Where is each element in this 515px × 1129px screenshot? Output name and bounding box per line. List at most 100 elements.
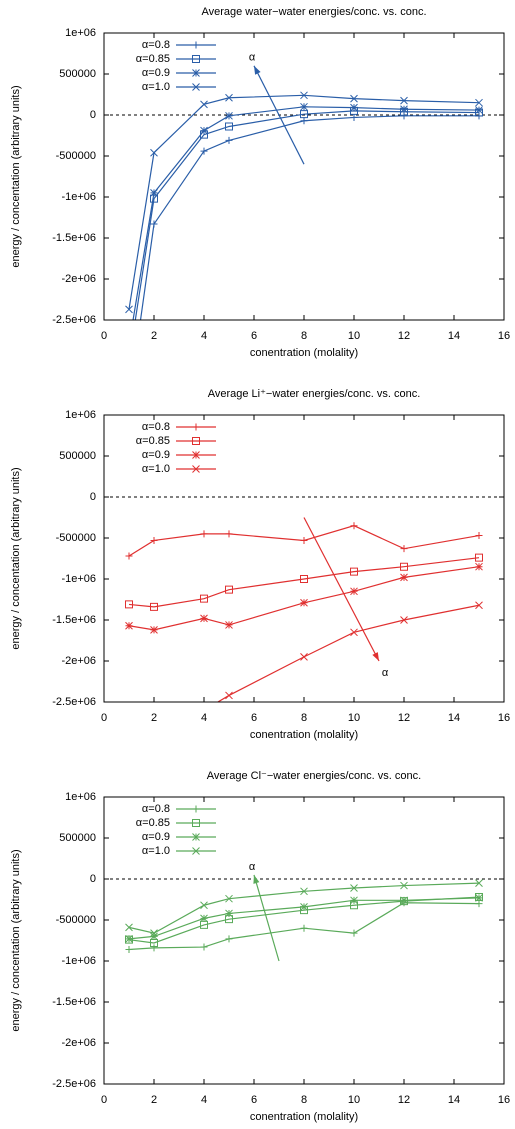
series-line — [128, 897, 480, 940]
data-point — [150, 189, 158, 197]
data-point — [126, 399, 133, 406]
y-tick-label: 0 — [90, 109, 96, 121]
panel: Average Cl⁻−water energies/conc. vs. con… — [10, 770, 510, 1123]
x-tick-label: 6 — [251, 330, 257, 342]
data-point — [125, 923, 133, 932]
annotation-label: α — [382, 667, 389, 679]
series-line — [128, 902, 480, 951]
arrow-head — [372, 652, 379, 661]
data-point — [350, 94, 358, 103]
y-tick-label: -2e+06 — [61, 273, 96, 285]
series-line — [128, 557, 480, 608]
data-point — [400, 896, 408, 905]
x-axis-label: conentration (molality) — [250, 1111, 358, 1123]
data-point — [350, 522, 358, 530]
data-point — [125, 600, 133, 609]
x-tick-label: 8 — [301, 330, 307, 342]
y-tick-label: 0 — [90, 873, 96, 885]
x-tick-label: 4 — [201, 330, 207, 342]
x-tick-label: 12 — [398, 330, 410, 342]
y-tick-label: 500000 — [59, 832, 96, 844]
x-tick-label: 12 — [398, 712, 410, 724]
plot-frame — [103, 32, 505, 321]
data-point — [200, 100, 208, 109]
data-point — [300, 102, 308, 111]
data-point — [400, 616, 408, 624]
x-tick-label: 6 — [251, 712, 257, 724]
y-tick-label: -2e+06 — [61, 655, 96, 667]
panel: Average water−water energies/conc. vs. c… — [10, 6, 510, 406]
y-tick-label: -1.5e+06 — [52, 232, 96, 244]
annotation-arrow — [253, 874, 280, 962]
data-point — [150, 220, 158, 228]
data-point — [150, 602, 158, 611]
data-point — [300, 91, 308, 100]
data-point — [225, 935, 233, 943]
y-axis-label: energy / concentation (arbitrary units) — [10, 467, 22, 649]
legend-label: α=0.8 — [142, 421, 170, 433]
data-point — [400, 96, 408, 105]
legend-label: α=0.85 — [136, 435, 170, 447]
x-tick-label: 14 — [448, 1094, 460, 1106]
data-point — [225, 621, 233, 629]
data-point — [125, 305, 133, 314]
data-point — [200, 594, 208, 603]
annotation-label: α — [249, 52, 256, 64]
arrow-head — [253, 874, 260, 884]
data-point — [400, 881, 408, 890]
legend-marker — [192, 423, 200, 431]
legend-label: α=0.9 — [142, 449, 170, 461]
data-point — [400, 105, 408, 114]
y-tick-label: 500000 — [59, 450, 96, 462]
y-tick-label: -1e+06 — [61, 191, 96, 203]
series-line — [132, 106, 480, 320]
x-tick-label: 12 — [398, 1094, 410, 1106]
legend-marker — [192, 833, 200, 841]
x-tick-label: 6 — [251, 1094, 257, 1106]
data-point — [225, 909, 233, 918]
data-point — [126, 341, 133, 348]
series-line — [134, 110, 480, 320]
data-point — [225, 111, 233, 120]
plot-area — [104, 496, 504, 702]
x-tick-label: 0 — [101, 330, 107, 342]
series-line — [128, 566, 480, 631]
x-axis-label: conentration (molality) — [250, 347, 358, 359]
data-point — [150, 194, 158, 203]
data-point — [300, 536, 308, 544]
y-axis-label: energy / concentation (arbitrary units) — [10, 849, 22, 1031]
data-point — [400, 573, 408, 582]
x-tick-label: 14 — [448, 712, 460, 724]
data-point — [200, 614, 208, 623]
chart-title: Average water−water energies/conc. vs. c… — [201, 6, 426, 18]
x-tick-label: 2 — [151, 712, 157, 724]
x-tick-label: 16 — [498, 712, 510, 724]
data-point — [225, 915, 233, 924]
legend-marker — [192, 847, 200, 855]
x-tick-label: 10 — [348, 330, 360, 342]
plot-frame — [103, 414, 505, 703]
data-point — [300, 598, 308, 607]
data-point — [350, 567, 358, 576]
data-point — [225, 530, 233, 538]
data-point — [125, 946, 133, 954]
data-point — [475, 601, 483, 610]
x-tick-label: 10 — [348, 712, 360, 724]
data-point — [125, 935, 133, 943]
x-axis-label: conentration (molality) — [250, 729, 358, 741]
data-point — [150, 625, 158, 634]
series-line — [139, 115, 479, 320]
series-line — [216, 604, 480, 702]
data-point — [475, 553, 483, 562]
data-point — [225, 894, 233, 903]
legend-marker — [192, 819, 200, 827]
data-point — [126, 358, 133, 365]
data-point — [200, 920, 208, 929]
y-tick-label: 1e+06 — [65, 27, 96, 39]
x-tick-label: 2 — [151, 1094, 157, 1106]
y-tick-label: -1.5e+06 — [52, 614, 96, 626]
data-point — [350, 103, 358, 112]
y-tick-label: -500000 — [56, 532, 96, 544]
arrow-head — [254, 65, 261, 75]
